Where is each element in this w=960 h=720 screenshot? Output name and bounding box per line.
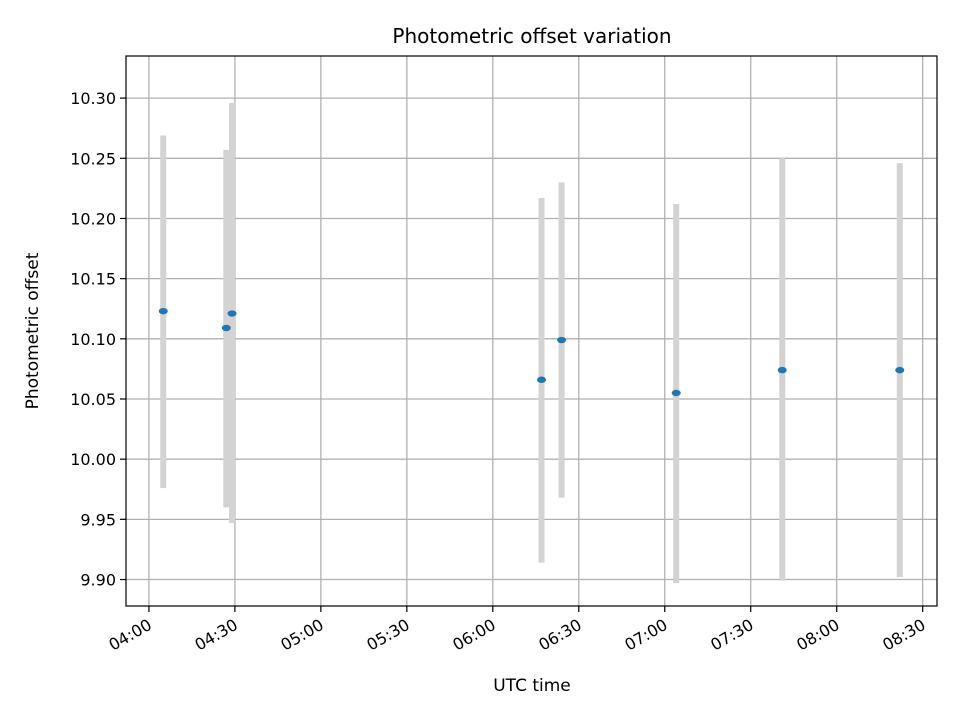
y-tick-label: 10.15	[70, 270, 116, 289]
x-tick-label: 08:30	[879, 615, 928, 655]
x-tick-label: 08:00	[793, 615, 842, 655]
y-axis-label: Photometric offset	[23, 252, 43, 409]
y-tick-label: 10.10	[70, 330, 116, 349]
x-axis-ticks: 04:00 04:30 05:00 05:30 06:00 06:30 07:00 07:30…	[105, 606, 929, 655]
data-point	[671, 389, 681, 397]
y-tick-label: 10.30	[70, 89, 116, 108]
data-points	[158, 307, 905, 397]
y-tick-label: 9.95	[80, 510, 116, 529]
grid	[126, 56, 937, 606]
x-axis-label: UTC time	[493, 676, 571, 696]
x-tick-label: 04:30	[191, 615, 240, 655]
x-tick-label: 05:00	[277, 615, 326, 655]
y-tick-label: 10.20	[70, 209, 116, 228]
chart-title: Photometric offset variation	[392, 24, 671, 48]
data-point	[537, 376, 547, 383]
y-tick-label: 10.00	[70, 450, 116, 469]
y-axis-ticks: 9.90 9.95 10.00 10.05 10.10 10.15 10.20 10.25 10…	[70, 89, 126, 590]
x-tick-label: 06:30	[535, 615, 584, 655]
x-tick-label: 04:00	[105, 615, 154, 655]
x-tick-label: 07:00	[621, 615, 670, 655]
data-point	[227, 310, 237, 317]
x-tick-label: 05:30	[363, 615, 412, 655]
plot-frame	[125, 55, 938, 607]
y-tick-label: 10.05	[70, 390, 116, 409]
y-tick-label: 10.25	[70, 149, 116, 168]
data-point	[557, 336, 567, 344]
data-point	[895, 366, 905, 374]
data-point	[221, 324, 231, 332]
data-point	[777, 366, 787, 374]
x-tick-label: 06:00	[449, 615, 498, 655]
error-bars	[160, 102, 903, 584]
data-point	[158, 307, 168, 315]
y-tick-label: 9.90	[80, 571, 116, 590]
x-tick-label: 07:30	[707, 615, 756, 655]
